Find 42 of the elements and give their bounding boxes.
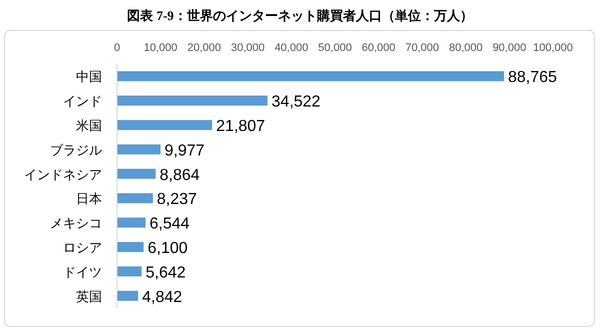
y-tick-label: 英国: [76, 288, 102, 304]
x-tick-label: 80,000: [448, 42, 483, 54]
y-tick-label: 日本: [76, 191, 102, 206]
bar: [117, 144, 160, 154]
data-label: 6,544: [150, 216, 190, 233]
data-label: 6,100: [148, 240, 188, 257]
bar: [117, 242, 144, 252]
x-tick-label: 100,000: [533, 42, 573, 54]
y-tick-label: メキシコ: [50, 216, 102, 231]
data-label: 34,522: [272, 94, 321, 111]
x-tick-label: 60,000: [362, 42, 396, 54]
x-tick-label: 40,000: [274, 42, 308, 54]
data-label: 9,977: [164, 142, 205, 160]
bar: [117, 120, 212, 130]
data-label: 21,807: [216, 118, 266, 135]
data-label: 8,864: [160, 166, 200, 184]
bar: [117, 96, 268, 106]
y-tick-label: ロシア: [63, 240, 102, 255]
data-label: 88,765: [508, 69, 558, 86]
x-tick-label: 10,000: [144, 42, 178, 54]
x-tick-label: 20,000: [187, 42, 222, 54]
bar: [117, 290, 138, 301]
data-label: 5,642: [146, 264, 186, 282]
bar: [117, 266, 142, 276]
y-tick-label: インドネシア: [24, 166, 102, 182]
x-tick-label: 70,000: [405, 42, 440, 54]
bar: [117, 71, 504, 82]
y-tick-label: 米国: [76, 118, 102, 133]
data-label: 4,842: [142, 288, 182, 306]
y-tick-label: 中国: [76, 69, 102, 84]
bar: [117, 168, 156, 179]
y-tick-label: ドイツ: [63, 264, 102, 280]
bar: [117, 218, 146, 228]
x-tick-label: 90,000: [492, 42, 526, 54]
x-tick-label: 30,000: [230, 42, 265, 54]
y-tick-label: ブラジル: [50, 142, 102, 158]
x-tick-label: 0: [114, 42, 120, 54]
chart-title: 図表 7-9：世界のインターネット購買者人口（単位：万人）: [127, 8, 473, 23]
y-tick-label: インド: [63, 94, 102, 109]
x-tick-label: 50,000: [318, 42, 352, 54]
data-label: 8,237: [156, 191, 198, 208]
bar: [117, 193, 153, 204]
